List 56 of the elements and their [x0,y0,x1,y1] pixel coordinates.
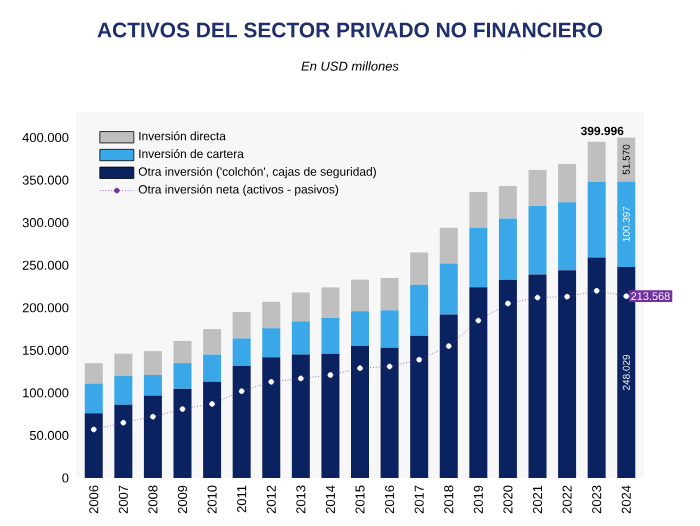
bar [143,375,162,396]
bar [291,292,310,322]
bar [114,353,133,376]
bar [528,169,547,206]
bar [351,279,369,312]
bar [262,328,281,358]
bar [262,301,281,329]
bar [84,383,103,414]
bar [528,205,547,275]
bar [410,252,429,285]
bar [498,218,517,280]
bar [498,186,517,219]
bar [439,314,458,478]
bar [321,317,340,354]
bar [587,141,606,182]
bar [114,404,133,478]
bar [203,381,222,478]
bar [321,287,340,318]
bar [291,321,310,355]
bar [410,335,429,478]
bar [469,227,488,288]
bar [439,263,458,315]
bar [558,270,577,478]
bar [321,353,340,478]
bar [262,357,281,478]
bar [380,310,399,348]
bar [173,388,192,478]
chart-title: ACTIVOS DEL SECTOR PRIVADO NO FINANCIERO [97,22,603,38]
bar [587,257,606,478]
bar [498,279,517,478]
bar [380,277,399,311]
bar [528,274,547,478]
bar [232,312,251,339]
bar [469,192,488,228]
bar [469,287,488,478]
bar [380,347,399,478]
bar [351,311,369,347]
bar [232,338,251,366]
bar [617,181,636,267]
bar [203,329,222,355]
bar [143,351,162,376]
bar [84,413,103,478]
bar [173,363,192,389]
bar [203,354,222,382]
bar [291,354,310,478]
bar [173,340,192,364]
bar [143,395,162,478]
bar [114,375,133,405]
bar [558,202,577,271]
bar [351,346,369,478]
bar [410,284,429,336]
bar [232,365,251,478]
bar [439,227,458,264]
bar [587,181,606,258]
bar [558,163,577,203]
bar [84,363,103,384]
